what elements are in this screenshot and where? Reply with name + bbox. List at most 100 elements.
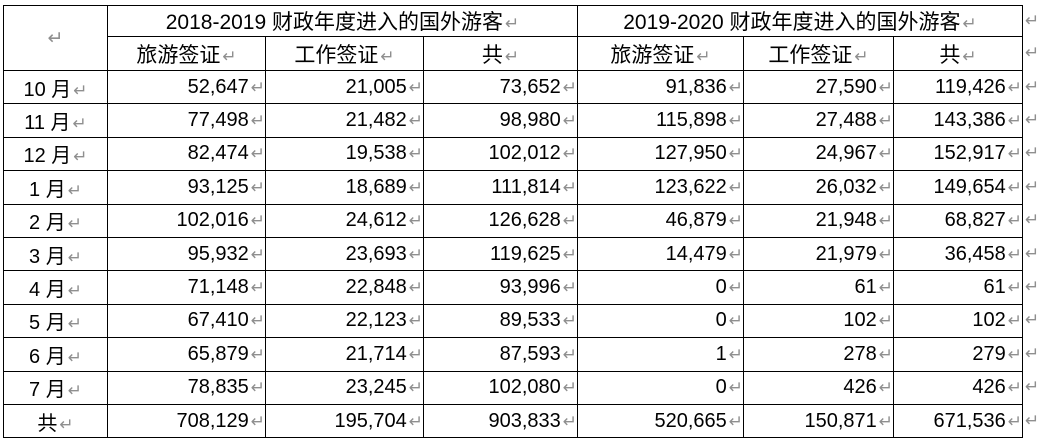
row-label-text: 12 月	[23, 145, 72, 168]
cell-value: 426	[972, 376, 1006, 399]
end-of-cell-marker: ↵	[250, 211, 265, 232]
column-header-text: 共	[481, 43, 503, 67]
end-of-row-marker: ↵	[1023, 170, 1040, 203]
row-label-text: 4 月	[29, 279, 66, 302]
table-cell: 78,835 ↵	[107, 370, 266, 405]
table-row-jul: 7 月 ↵ 78,835 ↵ 23,245 ↵ 102,080 ↵ 0 ↵ 426 ↵ 42…	[3, 370, 1023, 405]
table-cell: 61 ↵	[893, 270, 1023, 305]
end-of-cell-marker: ↵	[408, 411, 423, 432]
end-of-cell-marker: ↵	[878, 211, 893, 232]
cell-value: 27,488	[815, 109, 877, 132]
table-cell: 0 ↵	[577, 303, 744, 339]
table-cell: 27,488 ↵	[743, 103, 894, 138]
end-of-cell-marker: ↵	[59, 414, 74, 435]
end-of-cell-marker: ↵	[728, 177, 743, 198]
end-of-cell-marker: ↵	[250, 378, 265, 399]
cell-value: 102,080	[488, 376, 561, 399]
cell-value: 119,426	[934, 75, 1006, 98]
end-of-cell-marker: ↵	[1007, 144, 1022, 165]
table-cell: 68,827 ↵	[893, 203, 1023, 238]
cell-value: 91,836	[665, 75, 727, 98]
cell-value: 127,950	[654, 142, 727, 165]
end-of-row-marker: ↵	[1023, 36, 1040, 70]
end-of-cell-marker: ↵	[504, 46, 520, 67]
cell-value: 143,386	[933, 109, 1006, 132]
row-label: 3 月 ↵	[3, 236, 108, 272]
row-label-text: 共	[37, 412, 58, 435]
end-of-cell-marker: ↵	[250, 411, 265, 432]
table-row-dec: 12 月 ↵ 82,474 ↵ 19,538 ↵ 102,012 ↵ 127,950 ↵ …	[3, 136, 1023, 172]
end-of-cell-marker: ↵	[67, 214, 82, 235]
table-cell: 71,148 ↵	[107, 270, 266, 305]
cell-value: 93,996	[499, 276, 561, 299]
end-of-cell-marker: ↵	[1007, 344, 1022, 365]
group-header-2019-2020: 2019-2020 财政年度进入的国外游客 ↵	[577, 5, 1023, 37]
cell-value: 68,827	[944, 209, 1006, 232]
row-label: 共 ↵	[3, 403, 108, 439]
column-header-text: 共	[939, 43, 961, 67]
cell-value: 21,948	[815, 209, 877, 232]
row-label-text: 7 月	[29, 379, 66, 402]
end-of-cell-marker: ↵	[408, 77, 423, 98]
table-cell: 426 ↵	[743, 370, 894, 405]
table-cell: 21,482 ↵	[265, 103, 424, 138]
end-of-cell-marker: ↵	[73, 147, 88, 168]
table-cell: 671,536 ↵	[893, 403, 1023, 439]
cell-value: 195,704	[334, 409, 407, 432]
end-of-row-marker: ↵	[1023, 237, 1040, 270]
table-cell: 150,871 ↵	[743, 403, 894, 439]
table-cell: 46,879 ↵	[577, 203, 744, 238]
end-of-cell-marker: ↵	[562, 77, 577, 98]
cell-value: 708,129	[176, 409, 249, 432]
corner-cell: ↵	[3, 5, 108, 71]
end-of-cell-marker: ↵	[408, 244, 423, 265]
end-of-row-marker-glyph: ↵	[1025, 43, 1040, 63]
end-of-cell-marker: ↵	[562, 244, 577, 265]
table-cell: 52,647 ↵	[107, 69, 266, 105]
end-of-row-marker-glyph: ↵	[1025, 210, 1040, 231]
column-header-work-visa-1: 工作签证 ↵	[265, 36, 424, 71]
end-of-cell-marker: ↵	[878, 411, 893, 432]
cell-value: 22,848	[345, 276, 407, 299]
end-of-row-marker: ↵	[1023, 103, 1040, 136]
table-row-jun: 6 月 ↵ 65,879 ↵ 21,714 ↵ 87,593 ↵ 1 ↵ 278 ↵ 279…	[3, 337, 1023, 372]
cell-value: 21,714	[345, 342, 407, 365]
end-of-row-marker: ↵	[1023, 371, 1040, 404]
row-label: 6 月 ↵	[3, 337, 108, 372]
end-of-cell-marker: ↵	[562, 278, 577, 299]
cell-value: 67,410	[187, 309, 249, 332]
table-cell: 95,932 ↵	[107, 236, 266, 272]
end-of-row-marker-glyph: ↵	[1025, 143, 1040, 164]
end-of-cell-marker: ↵	[408, 211, 423, 232]
table-cell: 67,410 ↵	[107, 303, 266, 339]
end-of-cell-marker: ↵	[728, 211, 743, 232]
end-of-cell-marker: ↵	[878, 77, 893, 98]
table-cell: 77,498 ↵	[107, 103, 266, 138]
end-of-cell-marker: ↵	[250, 111, 265, 132]
column-header-text: 旅游签证	[610, 43, 695, 67]
cell-value: 18,689	[345, 175, 407, 198]
end-of-row-marker-glyph: ↵	[1025, 76, 1040, 97]
end-of-row-marker: ↵	[1023, 404, 1040, 437]
table-cell: 27,590 ↵	[743, 69, 894, 105]
row-label: 10 月 ↵	[3, 69, 108, 105]
table-cell: 21,948 ↵	[743, 203, 894, 238]
table-cell: 36,458 ↵	[893, 236, 1023, 272]
column-header-text: 工作签证	[768, 43, 853, 67]
column-header-text: 旅游签证	[136, 43, 221, 67]
table-cell: 26,032 ↵	[743, 170, 894, 205]
cell-value: 78,835	[187, 376, 249, 399]
cell-value: 21,979	[815, 242, 877, 265]
table-cell: 0 ↵	[577, 370, 744, 405]
end-of-cell-marker: ↵	[1007, 77, 1022, 98]
table-cell: 1 ↵	[577, 337, 744, 372]
cell-value: 426	[843, 376, 877, 399]
cell-value: 126,628	[488, 209, 561, 232]
table-cell: 21,005 ↵	[265, 69, 424, 105]
end-of-row-marker-glyph: ↵	[1025, 377, 1040, 398]
end-of-row-marker: ↵	[1023, 5, 1040, 36]
row-label: 2 月 ↵	[3, 203, 108, 238]
table-cell: 24,967 ↵	[743, 136, 894, 172]
end-of-row-marker: ↵	[1023, 137, 1040, 170]
end-of-cell-marker: ↵	[250, 344, 265, 365]
